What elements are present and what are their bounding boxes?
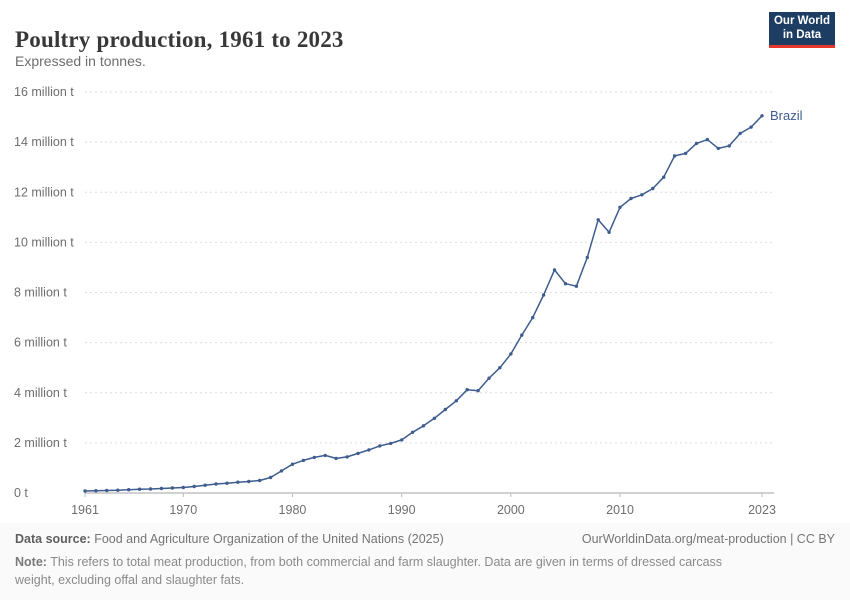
data-point bbox=[498, 366, 502, 370]
x-axis-label: 2023 bbox=[748, 503, 776, 517]
data-point bbox=[509, 352, 513, 356]
data-point bbox=[312, 455, 316, 460]
data-point bbox=[323, 453, 327, 458]
data-point bbox=[520, 333, 524, 337]
data-point bbox=[192, 484, 196, 489]
data-line-brazil bbox=[84, 115, 763, 492]
series-label-brazil: Brazil bbox=[770, 108, 803, 123]
license-link[interactable]: OurWorldinData.org/meat-production | CC … bbox=[581, 532, 835, 546]
data-source: Data source: Food and Agriculture Organi… bbox=[15, 532, 444, 546]
data-point bbox=[629, 196, 633, 201]
chart-footer: Data source: Food and Agriculture Organi… bbox=[0, 523, 850, 600]
data-point bbox=[356, 451, 360, 456]
data-point bbox=[749, 125, 753, 129]
data-point bbox=[607, 230, 611, 234]
data-point bbox=[137, 487, 142, 491]
data-point bbox=[400, 438, 404, 442]
data-point bbox=[662, 175, 666, 179]
data-point bbox=[116, 488, 120, 492]
data-point bbox=[596, 218, 600, 222]
data-point bbox=[531, 315, 535, 320]
owid-logo-line1: Our World bbox=[773, 14, 830, 27]
data-point bbox=[421, 424, 426, 428]
data-point bbox=[181, 485, 185, 490]
data-point bbox=[716, 146, 720, 151]
y-axis-label: 12 million t bbox=[14, 185, 74, 199]
data-source-value: Food and Agriculture Organization of the… bbox=[94, 532, 444, 546]
data-point bbox=[389, 441, 393, 446]
y-axis-label: 8 million t bbox=[14, 286, 67, 300]
data-point bbox=[148, 487, 153, 491]
data-point bbox=[541, 293, 546, 297]
data-point bbox=[345, 455, 349, 459]
y-axis-label: 14 million t bbox=[14, 135, 74, 149]
data-point bbox=[465, 388, 469, 392]
note-value: This refers to total meat production, fr… bbox=[15, 555, 723, 588]
chart-subtitle: Expressed in tonnes. bbox=[15, 53, 146, 69]
y-axis-label: 2 million t bbox=[14, 436, 67, 450]
data-point bbox=[94, 489, 98, 493]
data-point bbox=[454, 399, 458, 403]
y-axis-label: 16 million t bbox=[14, 85, 74, 99]
data-point bbox=[476, 389, 480, 393]
owid-logo-line2: in Data bbox=[782, 28, 822, 41]
page-title: Poultry production, 1961 to 2023 bbox=[15, 27, 344, 53]
data-point bbox=[640, 193, 644, 197]
data-point bbox=[170, 486, 175, 490]
data-point bbox=[432, 416, 437, 420]
data-point bbox=[203, 483, 207, 487]
y-axis-label: 10 million t bbox=[14, 235, 74, 249]
data-point bbox=[683, 151, 688, 156]
x-axis-label: 2010 bbox=[606, 503, 634, 517]
data-point bbox=[127, 488, 131, 492]
x-axis-label: 1970 bbox=[169, 503, 197, 517]
data-point bbox=[672, 154, 677, 158]
data-point bbox=[618, 205, 622, 209]
data-point bbox=[258, 478, 262, 483]
owid-logo[interactable]: Our World in Data bbox=[769, 12, 835, 48]
note-label: Note: bbox=[15, 555, 47, 569]
y-axis-label: 4 million t bbox=[14, 386, 67, 400]
data-point bbox=[334, 456, 338, 461]
x-axis-label: 2000 bbox=[497, 503, 525, 517]
data-point bbox=[552, 268, 557, 272]
data-point bbox=[378, 444, 382, 448]
data-point bbox=[443, 407, 447, 412]
data-point bbox=[290, 462, 295, 466]
data-point bbox=[214, 482, 218, 486]
line-chart[interactable]: 0 t 2 million t 4 million t 6 million t 8 mi… bbox=[0, 78, 850, 523]
data-point bbox=[585, 255, 589, 260]
data-point bbox=[574, 284, 579, 288]
data-point bbox=[727, 144, 731, 148]
data-point bbox=[738, 131, 742, 136]
x-axis-label: 1990 bbox=[388, 503, 416, 517]
data-point bbox=[236, 480, 240, 484]
data-point bbox=[760, 114, 764, 118]
data-point bbox=[301, 458, 306, 463]
x-axis-label: 1980 bbox=[279, 503, 307, 517]
y-axis-label: 6 million t bbox=[14, 336, 67, 350]
data-point bbox=[651, 186, 655, 191]
data-point bbox=[705, 137, 710, 142]
data-point bbox=[410, 430, 415, 434]
data-point bbox=[563, 282, 568, 286]
data-source-label: Data source: bbox=[15, 532, 91, 546]
data-point bbox=[247, 479, 251, 484]
data-point bbox=[159, 486, 164, 491]
data-point bbox=[225, 481, 229, 485]
data-point bbox=[694, 141, 699, 146]
x-axis-label: 1961 bbox=[71, 503, 99, 517]
data-point bbox=[487, 376, 491, 380]
y-axis-label: 0 t bbox=[14, 486, 28, 500]
data-point bbox=[83, 489, 87, 493]
data-point bbox=[367, 448, 371, 452]
data-point bbox=[268, 475, 273, 480]
data-point bbox=[279, 469, 284, 473]
data-point bbox=[105, 488, 109, 493]
